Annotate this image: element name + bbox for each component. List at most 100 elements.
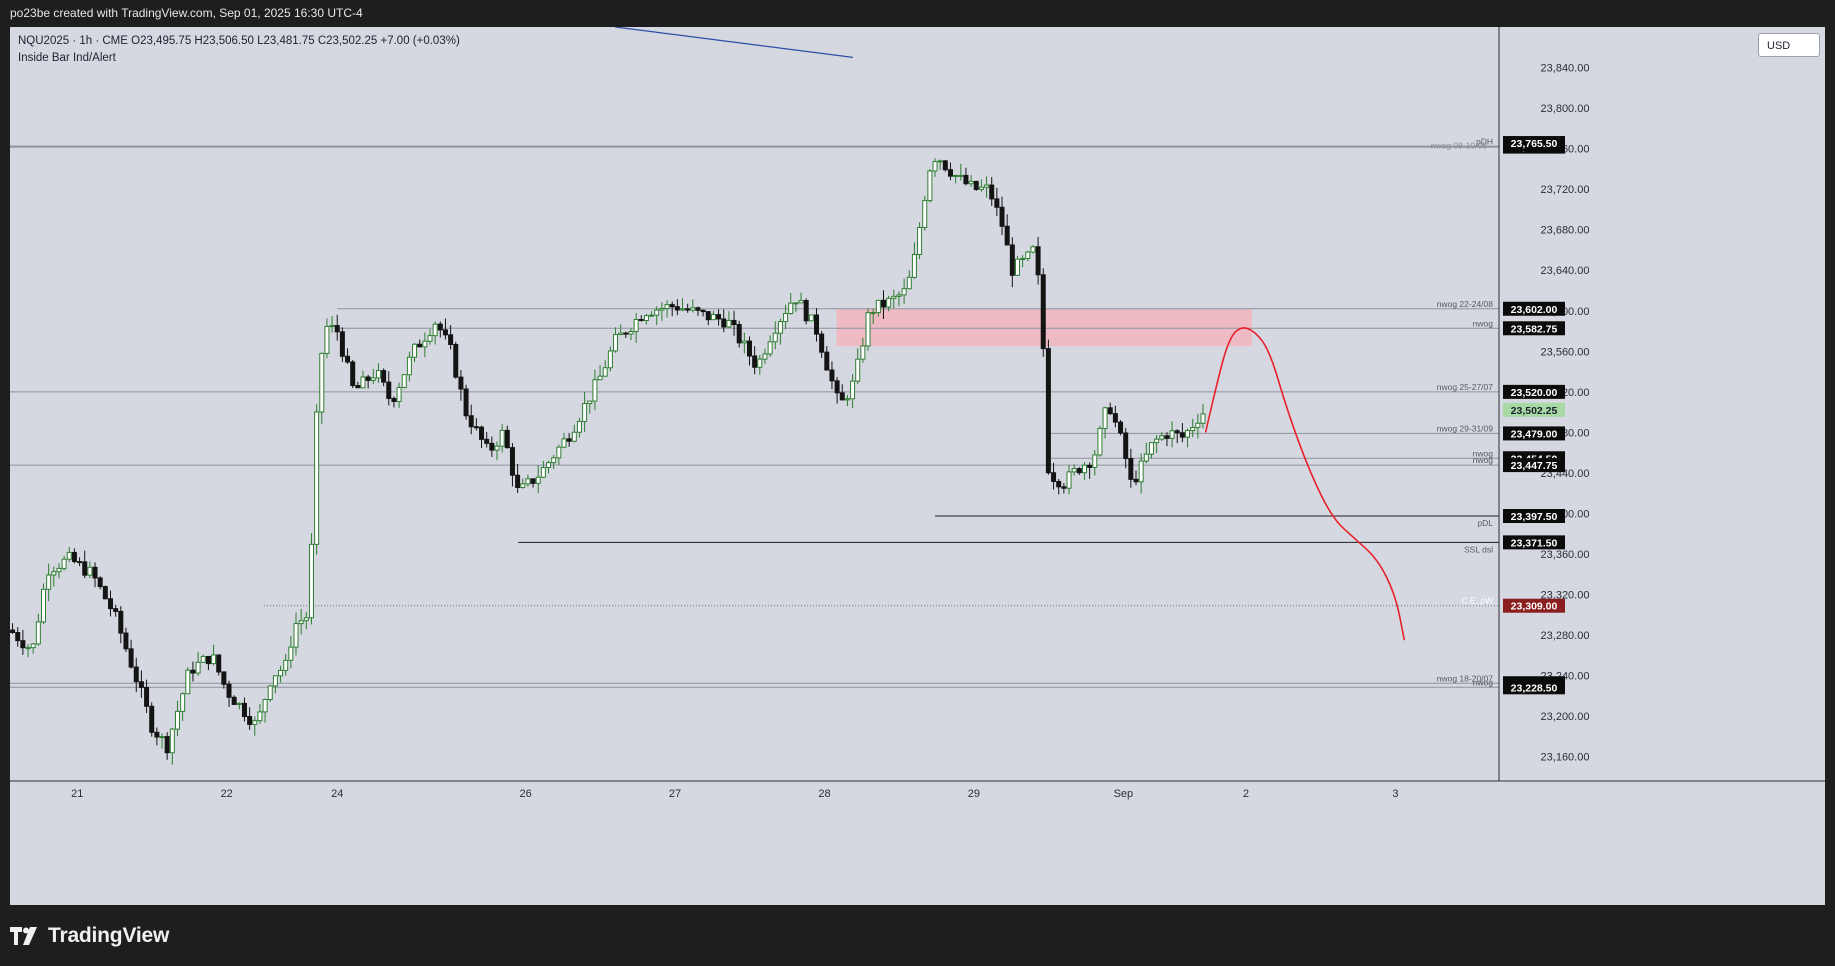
candle[interactable] [479, 425, 485, 448]
candle[interactable] [406, 351, 412, 382]
candle[interactable] [1066, 465, 1072, 495]
candle[interactable] [1174, 429, 1180, 444]
candle[interactable] [1004, 214, 1010, 246]
candle[interactable] [1056, 478, 1062, 495]
candle[interactable] [716, 309, 722, 326]
candle[interactable] [638, 315, 644, 322]
candle[interactable] [334, 314, 340, 341]
candle[interactable] [61, 555, 67, 571]
projection-path[interactable] [1204, 327, 1406, 641]
candle[interactable] [66, 547, 72, 563]
candle[interactable] [257, 704, 263, 724]
candle[interactable] [1154, 435, 1160, 454]
candle[interactable] [164, 732, 170, 760]
candle[interactable] [736, 320, 742, 348]
candle[interactable] [1164, 432, 1170, 447]
candle[interactable] [813, 308, 819, 342]
candle[interactable] [747, 336, 753, 366]
candle[interactable] [525, 474, 531, 487]
candle[interactable] [1061, 483, 1067, 494]
candle[interactable] [458, 369, 464, 401]
candle[interactable] [808, 314, 814, 322]
candle[interactable] [499, 423, 505, 453]
candle[interactable] [1014, 255, 1020, 276]
candle[interactable] [680, 298, 686, 312]
candle[interactable] [185, 666, 191, 695]
candle[interactable] [984, 176, 990, 198]
candle[interactable] [947, 162, 953, 181]
candle[interactable] [772, 321, 778, 350]
candle[interactable] [906, 270, 912, 290]
candle[interactable] [226, 680, 232, 707]
candle[interactable] [128, 639, 134, 669]
candle[interactable] [174, 700, 180, 737]
candle[interactable] [546, 460, 552, 474]
candle[interactable] [1092, 450, 1098, 476]
candle[interactable] [530, 478, 536, 488]
candle[interactable] [1102, 406, 1108, 439]
candle[interactable] [690, 299, 696, 313]
candle[interactable] [571, 424, 577, 443]
plot-area[interactable] [10, 27, 1497, 777]
candle[interactable] [628, 328, 634, 341]
candle[interactable] [932, 158, 938, 177]
candle[interactable] [381, 368, 387, 387]
candle[interactable] [396, 382, 402, 408]
candle[interactable] [819, 331, 825, 358]
candle[interactable] [391, 396, 397, 408]
candle[interactable] [613, 327, 619, 353]
currency-button[interactable]: USD [1758, 33, 1820, 57]
candle[interactable] [824, 346, 830, 371]
candle[interactable] [710, 310, 716, 321]
candle[interactable] [1200, 403, 1206, 429]
candle[interactable] [159, 733, 165, 749]
candle[interactable] [726, 311, 732, 328]
candle[interactable] [252, 716, 258, 736]
indicator-name[interactable]: Inside Bar Ind/Alert [18, 52, 116, 64]
candle[interactable] [422, 332, 428, 358]
candle[interactable] [643, 313, 649, 325]
candle[interactable] [1009, 237, 1015, 288]
candle[interactable] [540, 460, 546, 478]
candle[interactable] [880, 290, 886, 319]
candle[interactable] [1076, 467, 1082, 475]
candle[interactable] [1133, 470, 1139, 486]
candle[interactable] [205, 655, 211, 671]
candle[interactable] [705, 311, 711, 326]
candle[interactable] [216, 654, 222, 676]
candle[interactable] [896, 291, 902, 307]
candle[interactable] [1045, 339, 1051, 475]
candle[interactable] [412, 342, 418, 363]
candle[interactable] [1123, 427, 1129, 469]
candle[interactable] [200, 654, 206, 663]
candle[interactable] [685, 303, 691, 313]
candle[interactable] [350, 359, 356, 388]
candle[interactable] [937, 159, 943, 170]
candle[interactable] [339, 327, 345, 362]
candle[interactable] [1112, 405, 1118, 428]
candle[interactable] [721, 309, 727, 333]
candle[interactable] [298, 608, 304, 635]
candle[interactable] [1025, 250, 1031, 262]
candle[interactable] [494, 441, 500, 461]
candle[interactable] [180, 692, 186, 722]
candle[interactable] [953, 174, 959, 184]
candle[interactable] [123, 627, 129, 653]
candle[interactable] [1159, 432, 1165, 442]
candle[interactable] [1195, 413, 1201, 439]
candle[interactable] [25, 644, 31, 658]
candle[interactable] [149, 702, 155, 737]
candle[interactable] [870, 308, 876, 324]
candle[interactable] [911, 242, 917, 279]
candle[interactable] [999, 196, 1005, 236]
candle[interactable] [453, 341, 459, 379]
candle[interactable] [30, 642, 36, 654]
candle[interactable] [978, 179, 984, 192]
candle[interactable] [1087, 462, 1093, 479]
candle[interactable] [360, 370, 366, 389]
candle[interactable] [345, 348, 351, 364]
candle[interactable] [46, 563, 52, 602]
candle[interactable] [329, 316, 335, 333]
candle[interactable] [278, 665, 284, 683]
candle[interactable] [1118, 420, 1124, 436]
